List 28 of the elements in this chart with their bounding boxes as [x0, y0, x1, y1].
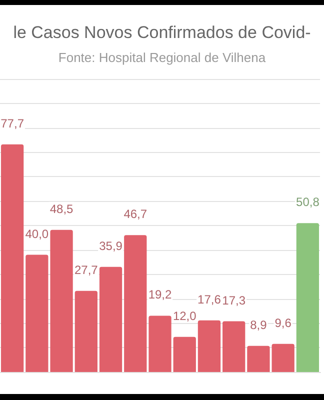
data-label: 46,7 [124, 207, 148, 222]
data-label: 40,0 [25, 226, 49, 241]
data-label: 9,6 [274, 316, 292, 330]
bar [272, 344, 294, 372]
bar [247, 346, 270, 372]
data-label: 12,0 [172, 308, 197, 323]
data-label: 48,5 [50, 202, 74, 216]
data-label: 17,6 [198, 292, 222, 306]
bar [26, 254, 48, 372]
data-label: 50,8 [296, 195, 320, 210]
bar [148, 316, 172, 372]
bar [50, 230, 73, 372]
bar [296, 223, 320, 372]
bar [222, 321, 246, 372]
data-label: 77,7 [0, 116, 24, 130]
bar [173, 336, 196, 372]
chart-title: le Casos Novos Confirmados de Covid- [13, 23, 311, 42]
bar [0, 144, 24, 372]
bar [99, 266, 122, 372]
data-label: 8,9 [250, 318, 268, 332]
data-label: 35,9 [99, 238, 123, 253]
data-label: 19,2 [148, 288, 172, 302]
bar [124, 235, 147, 372]
data-label: 17,3 [222, 293, 246, 308]
bar [198, 320, 221, 372]
chart-subtitle: Fonte: Hospital Regional de Vilhena [58, 50, 266, 65]
data-label: 27,7 [74, 262, 98, 277]
bar [74, 290, 98, 372]
